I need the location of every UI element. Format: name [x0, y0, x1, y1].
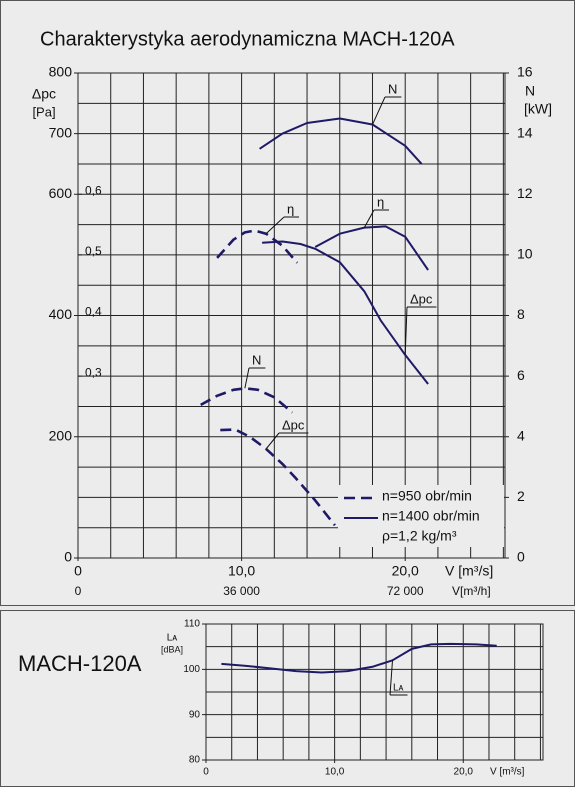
y-axis-label: Δpc — [32, 86, 56, 102]
y-tick-label: 110 — [184, 619, 200, 630]
label-leader — [404, 306, 408, 355]
bottom-panel — [0, 610, 575, 787]
curve — [259, 117, 423, 165]
y2-tick-label: 12 — [517, 185, 533, 201]
y-axis-label: [Pa] — [32, 104, 55, 119]
y3-tick-label: 0,4 — [85, 305, 102, 319]
y-tick-label: 200 — [49, 427, 73, 443]
label-leader — [244, 367, 250, 389]
curve-label: η — [377, 194, 384, 209]
y-axis-label: [dBA] — [161, 644, 183, 654]
label-leader — [389, 660, 394, 696]
y3-tick-label: 0,5 — [85, 244, 102, 258]
y3-tick-label: 0,6 — [85, 183, 102, 197]
y2-tick-label: 0 — [517, 549, 525, 565]
y3-tick-label: 0,3 — [85, 365, 102, 379]
legend-note: ρ=1,2 kg/m³ — [382, 528, 457, 544]
y-tick-label: 400 — [49, 306, 73, 322]
x-axis-label: V [m³/s] — [445, 563, 493, 579]
label-leader — [265, 216, 285, 235]
y-tick-label: 700 — [49, 124, 73, 140]
curve-label: Δpc — [410, 291, 433, 306]
y2-tick-label: 10 — [517, 246, 533, 262]
x-tick-label: 20,0 — [454, 767, 474, 778]
x2-tick-label: 72 000 — [387, 584, 424, 598]
chart-title: Charakterystyka aerodynamiczna MACH-120A — [40, 28, 455, 50]
y2-axis-label: N — [525, 83, 535, 99]
chart-title: MACH-120A — [18, 651, 142, 676]
y2-tick-label: 14 — [517, 124, 533, 140]
y-tick-label: 100 — [183, 664, 200, 675]
x-tick-label: 10,0 — [228, 563, 255, 579]
curve-label: η — [287, 201, 294, 216]
curve-label: Δpc — [282, 417, 305, 432]
curve — [216, 229, 299, 264]
x-tick-label: 10,0 — [325, 767, 345, 778]
x2-tick-label: 0 — [75, 584, 82, 598]
curve — [220, 428, 336, 527]
y-tick-label: 600 — [49, 185, 73, 201]
y2-tick-label: 4 — [517, 427, 525, 443]
y2-axis-label: [kW] — [524, 101, 552, 117]
y2-tick-label: 16 — [517, 64, 533, 80]
x2-tick-label: 36 000 — [223, 584, 260, 598]
x-tick-label: 0 — [74, 563, 82, 579]
y2-tick-label: 6 — [517, 367, 525, 383]
curve-label: N — [252, 352, 261, 367]
label-leader — [372, 96, 386, 125]
y-tick-label: 90 — [189, 709, 201, 720]
legend-label: n=1400 obr/min — [382, 508, 480, 524]
y2-tick-label: 2 — [517, 488, 525, 504]
legend-box — [338, 485, 504, 547]
y2-tick-label: 8 — [517, 306, 525, 322]
curve — [200, 387, 294, 414]
x-tick-label: 0 — [203, 767, 209, 778]
x-axis-label: V [m³/s] — [490, 767, 525, 778]
label-leader — [265, 432, 280, 450]
x-tick-label: 20,0 — [392, 563, 419, 579]
y-tick-label: 80 — [189, 755, 201, 766]
y-tick-label: 800 — [49, 64, 73, 80]
curve-label: Lᴀ — [393, 683, 404, 694]
curve — [221, 642, 497, 674]
y-tick-label: 0 — [64, 549, 72, 565]
legend-label: n=950 obr/min — [382, 488, 472, 504]
label-leader — [363, 209, 375, 228]
x2-axis-label: V[m³/h] — [452, 584, 491, 598]
y-axis-label: Lᴀ — [167, 633, 178, 644]
curve-label: N — [388, 81, 397, 96]
curve — [314, 225, 429, 271]
curve — [262, 240, 429, 385]
